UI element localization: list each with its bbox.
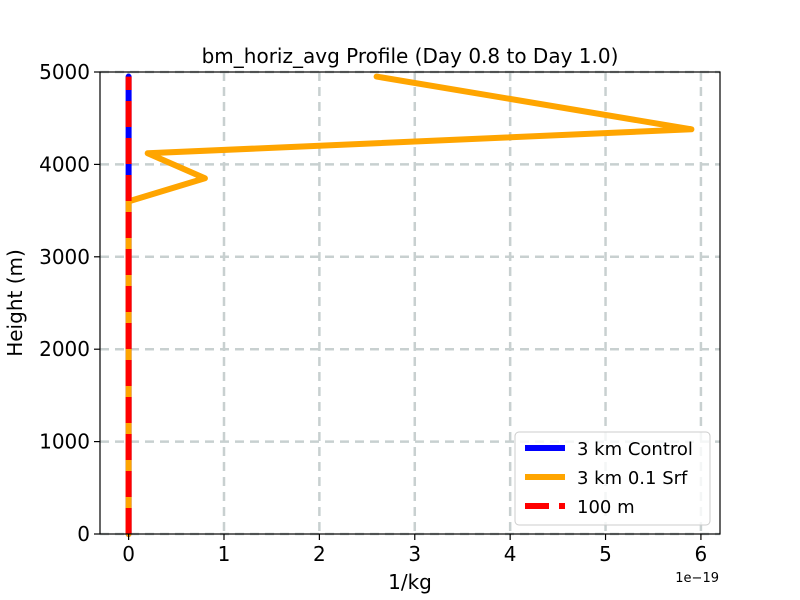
y-tick-label-0: 0 xyxy=(77,522,90,546)
x-tick-label-6: 6 xyxy=(695,542,708,566)
legend-label-3km-control: 3 km Control xyxy=(577,439,693,460)
y-axis-label: Height (m) xyxy=(3,249,27,357)
y-tick-label-3: 3000 xyxy=(39,245,90,269)
x-axis-label: 1/kg xyxy=(388,570,432,594)
y-tick-label-4: 4000 xyxy=(39,152,90,176)
x-axis-offset-label: 1e−19 xyxy=(675,571,719,586)
x-tick-label-0: 0 xyxy=(122,542,135,566)
legend-label-3km-srf: 3 km 0.1 Srf xyxy=(577,468,688,489)
x-tick-label-4: 4 xyxy=(504,542,517,566)
y-tick-label-2: 2000 xyxy=(39,337,90,361)
x-tick-label-5: 5 xyxy=(599,542,612,566)
x-tick-label-3: 3 xyxy=(408,542,421,566)
legend: 3 km Control 3 km 0.1 Srf 100 m xyxy=(515,432,710,525)
x-tick-label-1: 1 xyxy=(218,542,231,566)
y-tick-label-5: 5000 xyxy=(39,60,90,84)
y-tick-label-1: 1000 xyxy=(39,430,90,454)
chart-title: bm_horiz_avg Profile (Day 0.8 to Day 1.0… xyxy=(202,44,619,68)
chart: bm_horiz_avg Profile (Day 0.8 to Day 1.0… xyxy=(0,0,800,600)
x-tick-label-2: 2 xyxy=(313,542,326,566)
legend-label-100m: 100 m xyxy=(577,497,635,518)
